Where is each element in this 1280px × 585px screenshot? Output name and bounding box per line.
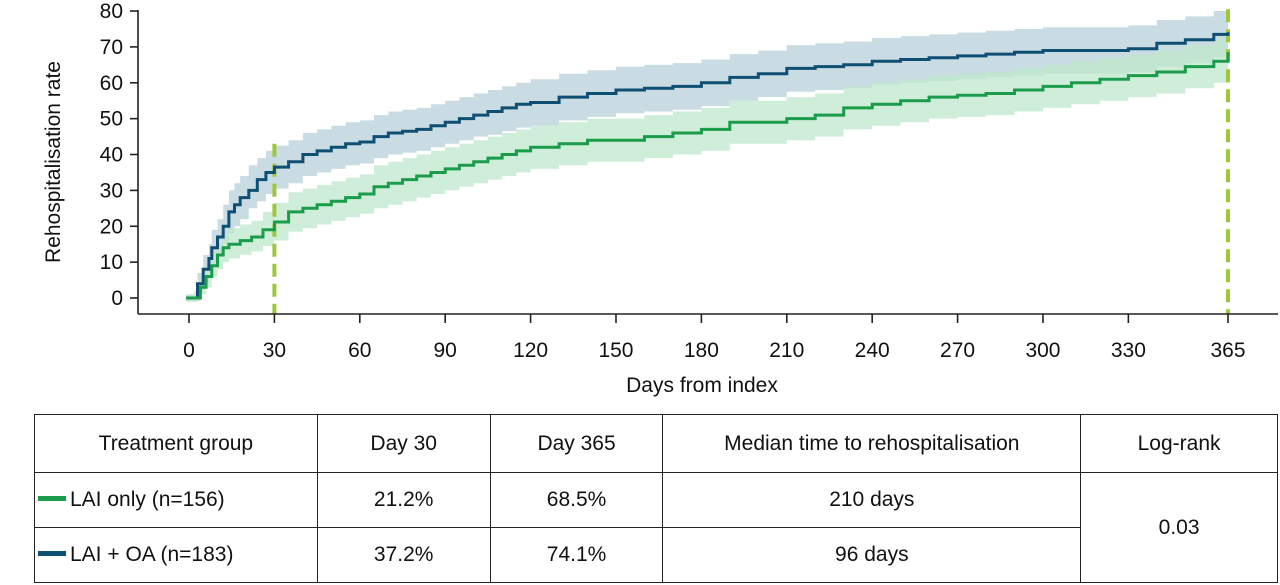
header-log-rank: Log-rank (1080, 414, 1278, 473)
y-tick-label: 40 (100, 144, 123, 167)
x-tick-label: 270 (940, 339, 975, 362)
day365-cell: 74.1% (489, 527, 664, 583)
x-tick-label: 365 (1210, 339, 1245, 362)
x-tick-label: 330 (1111, 339, 1146, 362)
day365-cell: 68.5% (489, 472, 664, 528)
confidence-bands (186, 9, 1229, 302)
header-day-365: Day 365 (489, 414, 664, 473)
lai-oa-legend-swatch (38, 550, 66, 556)
x-tick-label: 60 (348, 339, 371, 362)
group-cell: LAI + OA (n=183) (34, 527, 318, 583)
y-tick-label: 60 (100, 72, 123, 95)
y-tick-label: 0 (111, 287, 123, 310)
lai_oa-line (186, 32, 1230, 300)
day30-cell: 37.2% (316, 527, 491, 583)
chart: 0 10 20 30 40 50 60 70 80 0 30 60 90 120 150 180 210 240 2… (42, 0, 1278, 397)
header-day-30: Day 30 (316, 414, 491, 473)
y-axis-label: Rehospitalisation rate (42, 61, 65, 263)
y-tick-label: 70 (100, 36, 123, 59)
y-tick-label: 50 (100, 108, 123, 131)
x-tick-label: 30 (263, 339, 286, 362)
table-row: LAI only (n=156) 21.2% 68.5% 210 days 0.… (34, 472, 1278, 583)
x-tick-label: 180 (684, 339, 719, 362)
axes: 0 10 20 30 40 50 60 70 80 0 30 60 90 120 150 180 210 240 2… (100, 0, 1278, 362)
median-cell: 96 days (662, 527, 1082, 583)
day30-cell: 21.2% (316, 472, 491, 528)
header-median-time: Median time to rehospitalisation (662, 414, 1082, 473)
summary-table: Treatment group Day 30 Day 365 Median ti… (34, 414, 1278, 583)
lai_only-confidence-band (186, 29, 1229, 302)
group-cell: LAI only (n=156) (34, 472, 318, 528)
x-tick-label: 150 (598, 339, 633, 362)
group-label: LAI + OA (n=183) (70, 543, 234, 566)
x-axis-label: Days from index (626, 374, 778, 397)
table-header-row: Treatment group Day 30 Day 365 Median ti… (34, 414, 1278, 473)
series-lines (186, 32, 1230, 300)
group-label: LAI only (n=156) (70, 488, 225, 511)
y-tick-label: 20 (100, 215, 123, 238)
x-tick-label: 0 (183, 339, 195, 362)
y-tick-label: 10 (100, 251, 123, 274)
y-tick-label: 80 (100, 0, 123, 23)
lai-only-legend-swatch (38, 495, 66, 501)
logrank-cell: 0.03 (1080, 472, 1278, 583)
x-tick-label: 90 (434, 339, 457, 362)
x-tick-label: 300 (1025, 339, 1060, 362)
header-treatment-group: Treatment group (34, 414, 318, 473)
x-tick-label: 240 (855, 339, 890, 362)
y-tick-label: 30 (100, 179, 123, 202)
table-row: LAI + OA (n=183) 37.2% 74.1% 96 days (34, 527, 1278, 583)
median-cell: 210 days (662, 472, 1082, 528)
lai_only-line (186, 52, 1230, 300)
x-tick-label: 210 (769, 339, 804, 362)
lai_oa-confidence-band (186, 9, 1229, 302)
x-tick-label: 120 (513, 339, 548, 362)
